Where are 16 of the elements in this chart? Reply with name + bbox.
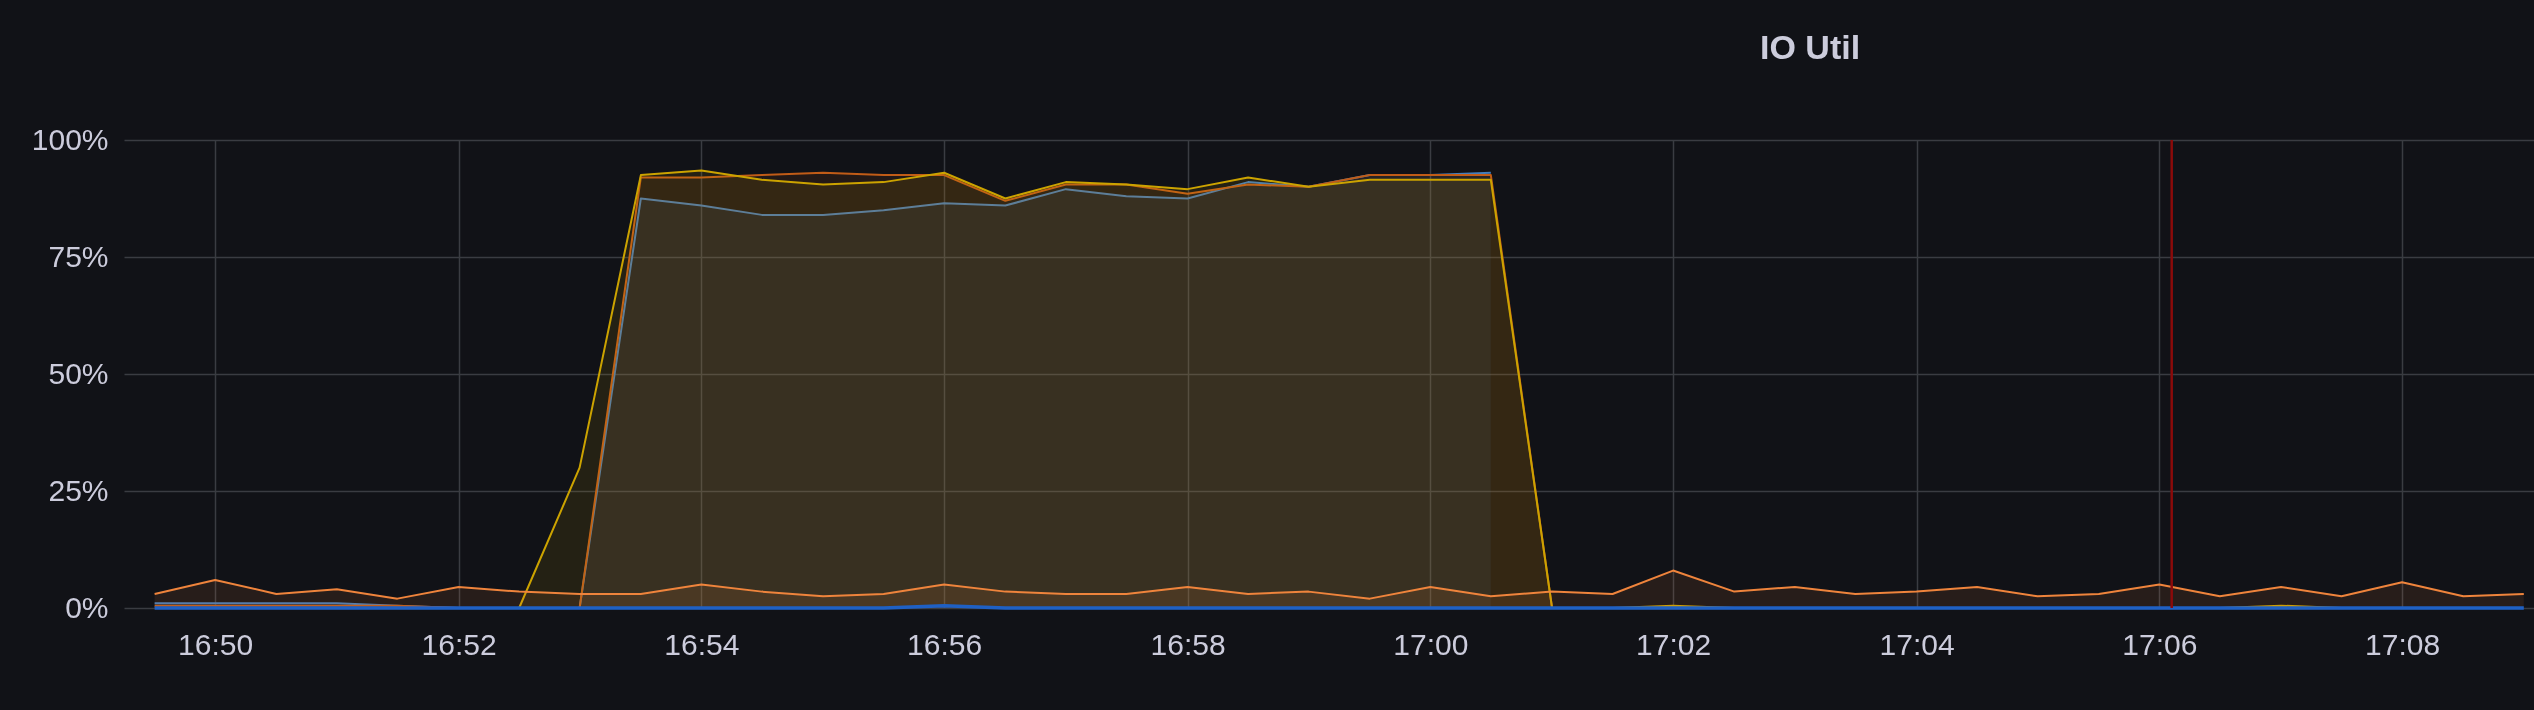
x-tick-label: 17:02 (1636, 627, 1712, 661)
y-tick-label: 100% (31, 122, 109, 156)
chart-title: IO Util (1760, 28, 1861, 66)
y-tick-label: 75% (48, 239, 109, 273)
y-tick-label: 50% (48, 356, 109, 390)
x-tick-label: 17:00 (1393, 627, 1469, 661)
x-tick-label: 16:52 (421, 627, 497, 661)
x-tick-label: 16:50 (178, 627, 254, 661)
x-tick-label: 16:54 (664, 627, 740, 661)
x-tick-label: 17:08 (2365, 627, 2441, 661)
x-tick-label: 17:04 (1879, 627, 1955, 661)
x-tick-label: 16:56 (907, 627, 983, 661)
x-tick-label: 17:06 (2122, 627, 2198, 661)
x-tick-label: 16:58 (1150, 627, 1226, 661)
y-tick-label: 0% (65, 590, 109, 624)
y-tick-label: 25% (48, 473, 109, 507)
